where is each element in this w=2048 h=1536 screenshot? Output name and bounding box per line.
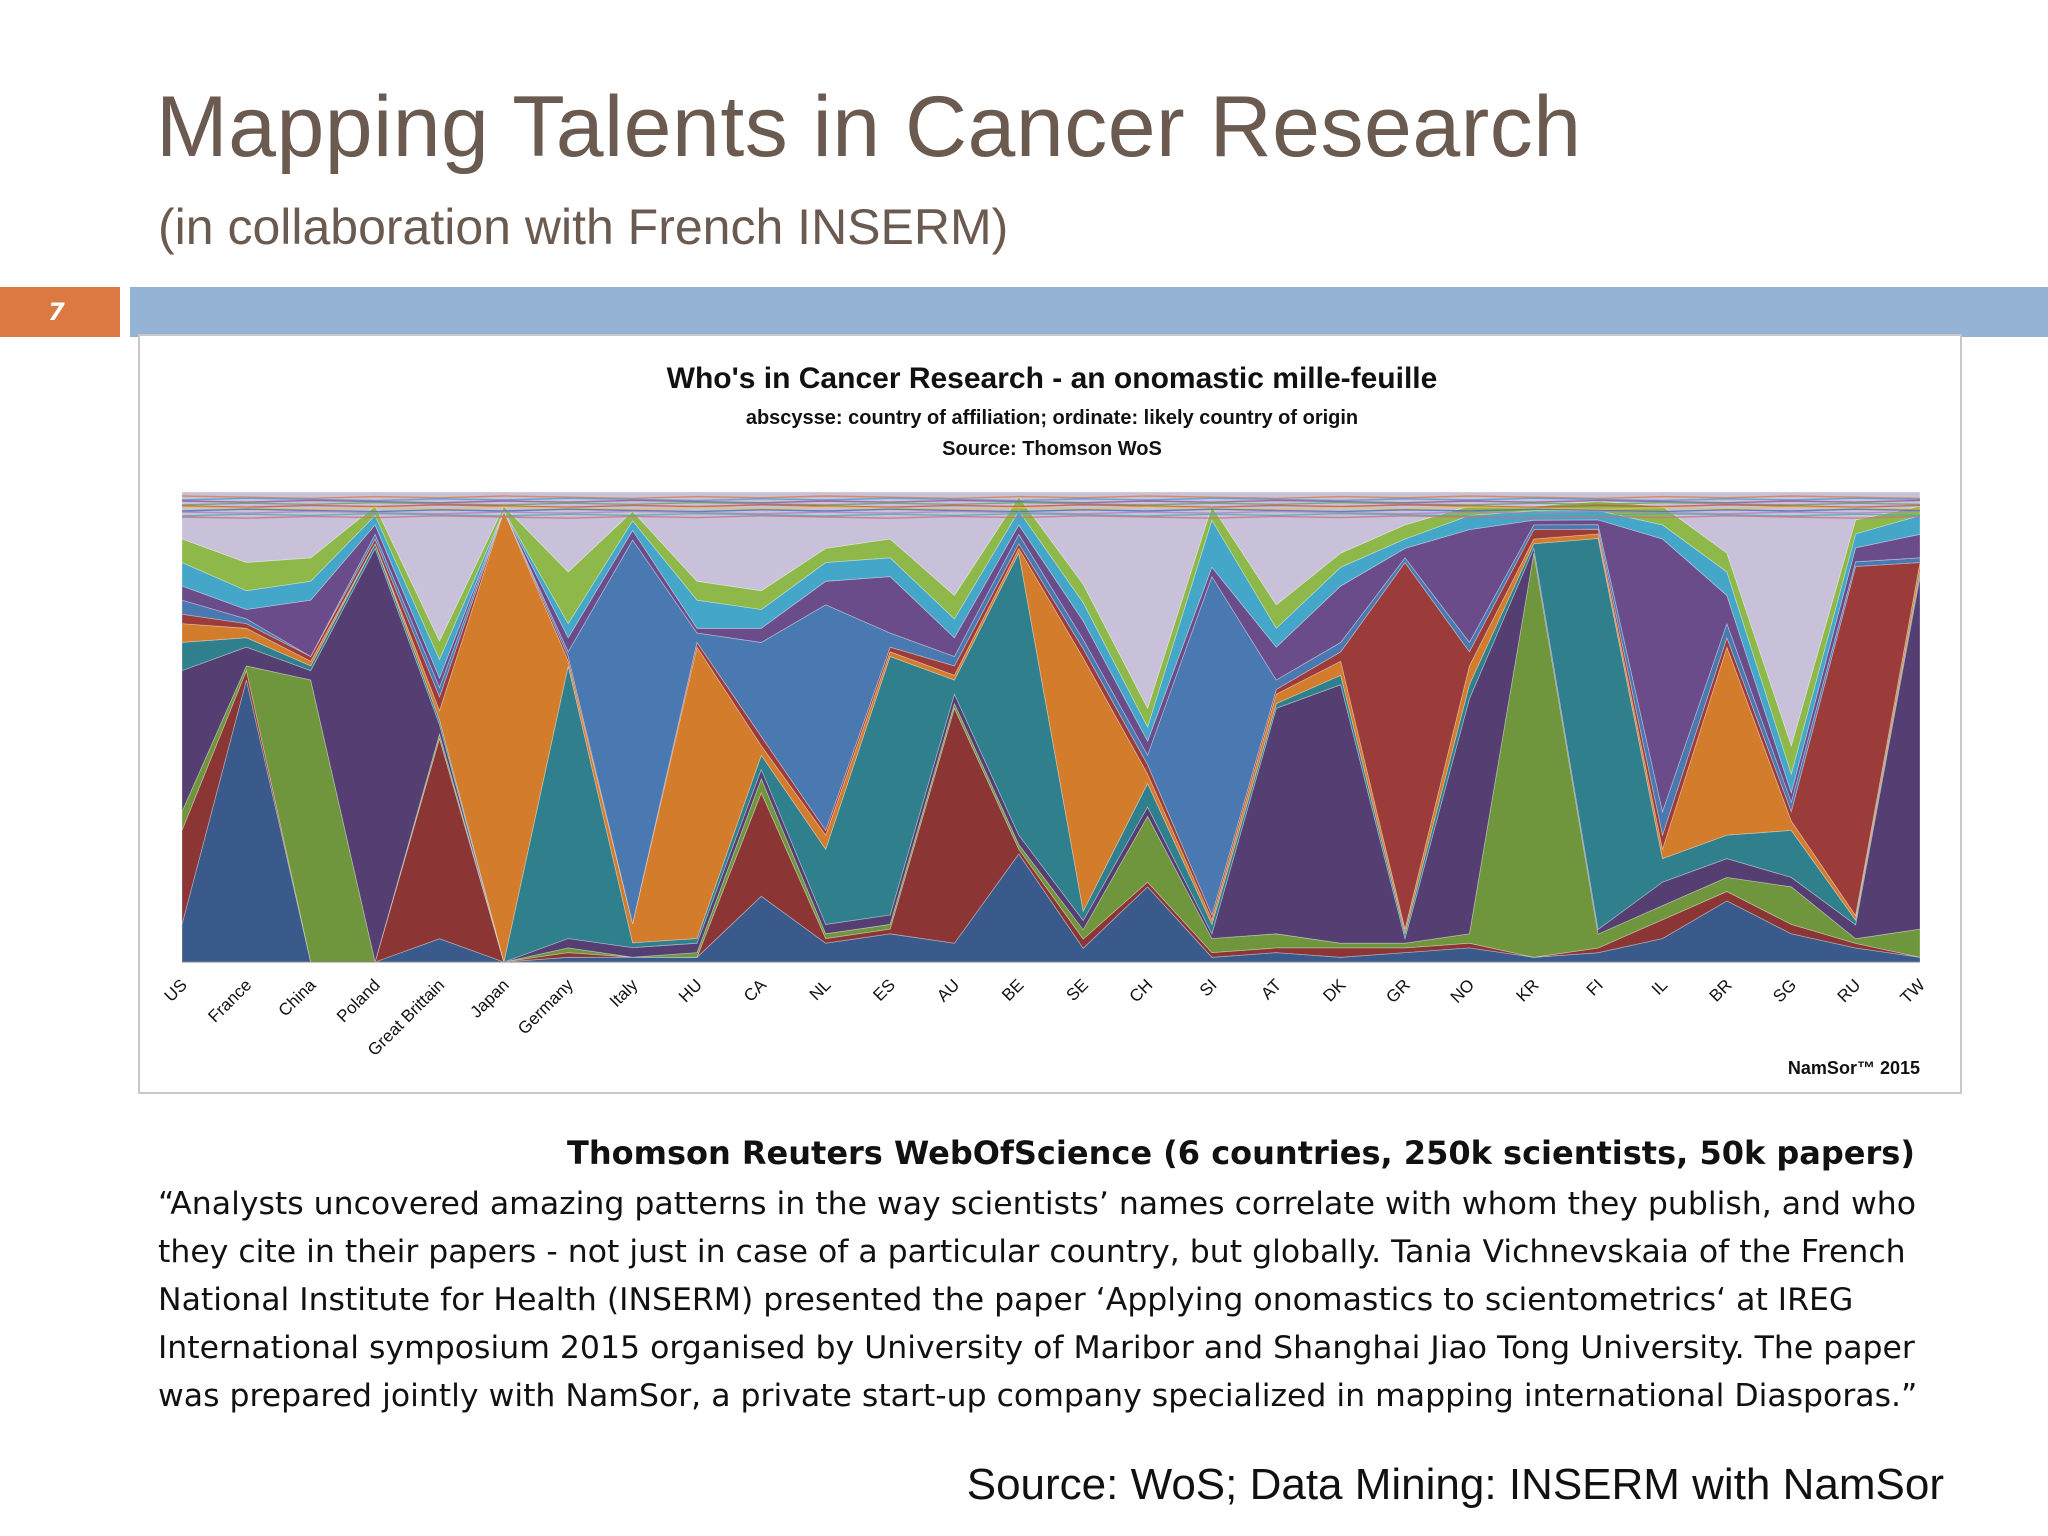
chart-frame: Who's in Cancer Research - an onomastic … xyxy=(138,334,1962,1094)
slide-number: 7 xyxy=(0,287,120,337)
x-tick-label: Germany xyxy=(514,975,577,1038)
x-tick-label: GR xyxy=(1382,975,1413,1006)
x-tick-label: France xyxy=(204,975,255,1026)
minor-layer-line xyxy=(181,508,1921,513)
x-tick-label: Poland xyxy=(333,975,384,1026)
area-series-11 xyxy=(181,495,1921,776)
header-bar xyxy=(130,287,2048,337)
x-tick-label: ES xyxy=(869,975,898,1004)
area-series-2 xyxy=(181,669,1921,963)
x-tick-label: SE xyxy=(1063,975,1092,1004)
minor-layer-line xyxy=(181,512,1921,517)
minor-layer-line xyxy=(181,501,1921,506)
x-tick-label: NL xyxy=(806,975,835,1004)
source-note: Source: WoS; Data Mining: INSERM with Na… xyxy=(966,1460,1944,1509)
x-tick-label: DK xyxy=(1319,975,1350,1006)
area-series-8 xyxy=(181,509,1921,924)
caption-quote: “Analysts uncovered amazing patterns in … xyxy=(158,1186,1918,1414)
x-tick-label: RU xyxy=(1834,975,1865,1006)
chart-title: Who's in Cancer Research - an onomastic … xyxy=(667,362,1438,395)
minor-layer-line xyxy=(181,499,1921,504)
slide-subtitle: (in collaboration with French INSERM) xyxy=(158,199,1009,255)
x-tick-label: BE xyxy=(998,975,1027,1004)
stacked-area-chart: Who's in Cancer Research - an onomastic … xyxy=(161,362,1929,1078)
x-tick-label: AU xyxy=(933,975,963,1005)
minor-layer-line xyxy=(181,504,1921,508)
chart-credit: NamSor™ 2015 xyxy=(1788,1058,1920,1078)
minor-layer-line xyxy=(181,497,1921,502)
x-tick-label: BR xyxy=(1706,975,1736,1005)
x-tick-label: HU xyxy=(675,975,706,1006)
area-series-9 xyxy=(181,509,1921,814)
x-tick-label: SI xyxy=(1196,975,1221,1000)
x-tick-label: CH xyxy=(1126,975,1157,1006)
chart-subtitle-line-1: abscysse: country of affiliation; ordina… xyxy=(746,407,1358,429)
area-series-6 xyxy=(181,509,1921,963)
chart-subtitle-line-2: Source: Thomson WoS xyxy=(942,438,1162,460)
x-tick-label: NO xyxy=(1447,975,1478,1006)
minor-layer-line xyxy=(181,506,1921,511)
x-tick-label: Italy xyxy=(606,975,642,1011)
area-series-10 xyxy=(181,509,1921,795)
area-series-7 xyxy=(181,509,1921,930)
slide-title: Mapping Talents in Cancer Research xyxy=(156,79,1582,175)
x-tick-label: Japan xyxy=(467,975,513,1021)
x-tick-label: SG xyxy=(1769,975,1800,1006)
minor-layer-line xyxy=(181,515,1921,519)
plot-area xyxy=(181,491,1921,963)
x-tick-label: FI xyxy=(1583,975,1607,999)
x-tick-label: IL xyxy=(1648,975,1671,998)
minor-layer-line xyxy=(181,510,1921,515)
caption-heading: Thomson Reuters WebOfScience (6 countrie… xyxy=(567,1134,1915,1172)
x-tick-label: China xyxy=(275,975,320,1020)
x-tick-label: TW xyxy=(1897,975,1929,1007)
minor-layer-line xyxy=(181,495,1921,500)
x-tick-label: CA xyxy=(740,975,771,1006)
x-tick-label: KR xyxy=(1512,975,1542,1005)
x-tick-label: AT xyxy=(1257,975,1285,1003)
x-tick-label: US xyxy=(161,975,191,1005)
